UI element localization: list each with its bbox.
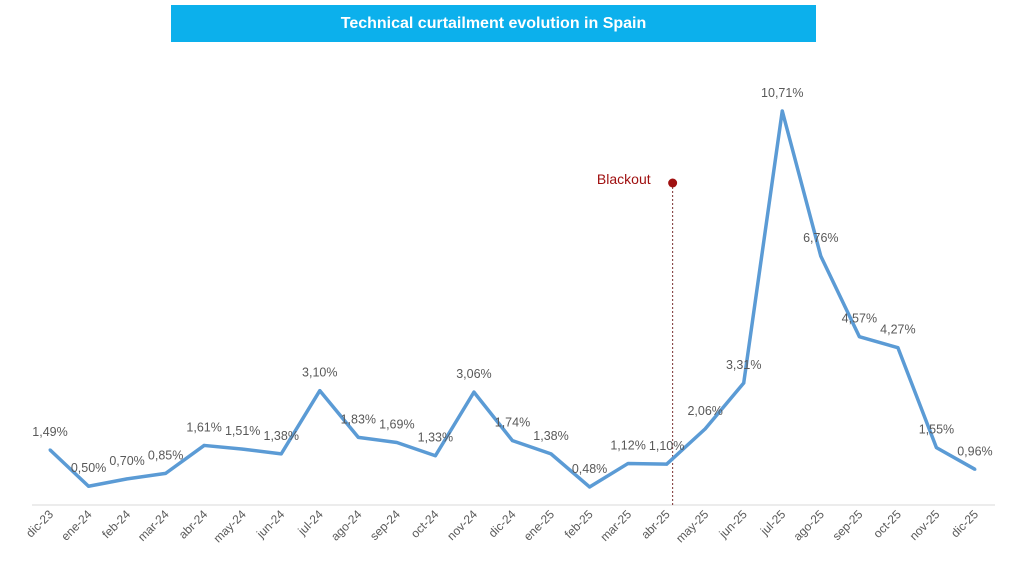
data-label: 0,48% [572,462,607,476]
x-tick-label: feb-25 [562,507,596,541]
data-label: 6,76% [803,231,838,245]
data-point [48,448,52,452]
x-tick-label: jul-24 [295,507,327,539]
data-point [241,447,245,451]
data-label: 1,38% [264,429,299,443]
x-tick-label: mar-24 [135,507,172,544]
data-label: 4,27% [880,323,915,337]
data-point [857,335,861,339]
x-tick-label: sep-25 [830,507,866,543]
data-label: 4,57% [842,312,877,326]
x-tick-label: feb-24 [99,507,133,541]
data-label: 3,10% [302,366,337,380]
x-tick-label: ago-24 [328,507,365,544]
x-tick-label: oct-24 [408,507,442,541]
data-label: 1,33% [418,431,453,445]
x-tick-label: oct-25 [871,507,905,541]
x-tick-label: may-25 [673,507,711,545]
data-label: 1,12% [610,438,645,452]
x-tick-label: jun-24 [253,507,287,541]
blackout-label: Blackout [597,171,651,187]
data-point [742,381,746,385]
data-point [125,477,129,481]
data-label: 3,31% [726,358,761,372]
data-label: 1,49% [32,425,67,439]
data-point [510,439,514,443]
data-point [87,484,91,488]
data-point [202,443,206,447]
data-point [626,461,630,465]
data-point [588,485,592,489]
x-tick-label: abr-25 [638,507,673,542]
data-label: 0,50% [71,461,106,475]
x-tick-label: dic-24 [486,507,519,540]
x-tick-label: mar-25 [597,507,634,544]
data-point [549,452,553,456]
blackout-marker [668,178,678,188]
data-label: 1,10% [649,439,684,453]
data-label: 0,85% [148,448,183,462]
x-tick-label: ene-25 [521,507,558,544]
x-tick-label: dic-25 [948,507,981,540]
data-label: 0,96% [957,444,992,458]
x-tick-label: nov-24 [444,507,480,543]
data-point [973,467,977,471]
data-label: 1,55% [919,423,954,437]
x-tick-label: ago-25 [791,507,828,544]
x-tick-label: may-24 [211,507,249,545]
data-point [819,254,823,258]
data-point [318,389,322,393]
data-point [665,462,669,466]
data-point [279,452,283,456]
x-tick-label: nov-25 [907,507,943,543]
data-label: 1,51% [225,424,260,438]
data-label: 10,71% [761,86,803,100]
data-label: 1,83% [341,412,376,426]
data-label: 0,70% [109,454,144,468]
data-point [896,346,900,350]
x-tick-label: sep-24 [367,507,403,543]
data-label: 1,69% [379,417,414,431]
data-label: 1,74% [495,416,530,430]
x-tick-label: abr-24 [176,507,211,542]
data-point [395,440,399,444]
data-point [934,446,938,450]
x-tick-label: jul-25 [757,507,789,539]
x-tick-label: jun-25 [716,507,750,541]
data-label: 3,06% [456,367,491,381]
data-point [356,435,360,439]
data-point [780,109,784,113]
x-tick-label: dic-23 [23,507,56,540]
data-point [472,390,476,394]
data-point [703,427,707,431]
data-label: 1,61% [186,420,221,434]
data-point [164,471,168,475]
chart-title: Technical curtailment evolution in Spain [171,5,816,42]
data-point [433,454,437,458]
x-tick-label: ene-24 [58,507,95,544]
data-label: 1,38% [533,429,568,443]
data-label: 2,06% [687,404,722,418]
